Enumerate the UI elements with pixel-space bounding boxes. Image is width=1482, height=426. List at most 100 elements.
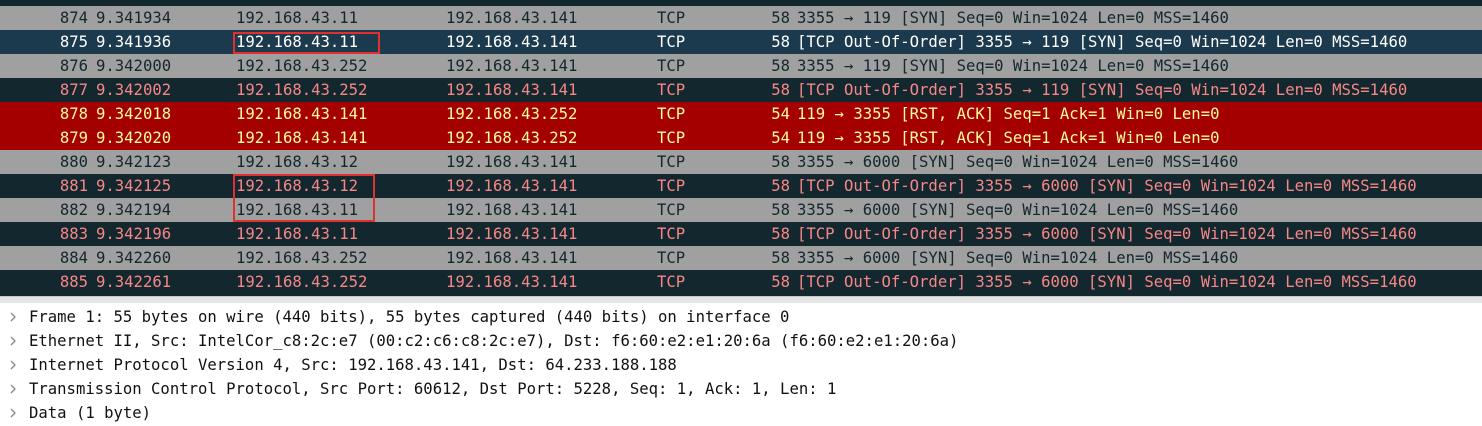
length: 58 <box>771 57 790 75</box>
source: 192.168.43.12 <box>236 153 359 171</box>
info: 3355 → 6000 [SYN] Seq=0 Win=1024 Len=0 M… <box>797 153 1239 171</box>
frame-number: 879 <box>59 129 88 147</box>
source: 192.168.43.252 <box>236 273 368 291</box>
frame-number: 880 <box>59 153 88 171</box>
destination: 192.168.43.141 <box>446 273 578 291</box>
destination: 192.168.43.141 <box>446 33 578 51</box>
protocol: TCP <box>657 201 686 219</box>
expand-arrow[interactable] <box>8 408 18 418</box>
source: 192.168.43.141 <box>236 129 368 147</box>
detail-text: Internet Protocol Version 4, Src: 192.16… <box>29 356 677 374</box>
protocol: TCP <box>657 225 686 243</box>
time: 9.342196 <box>96 225 172 243</box>
time: 9.342002 <box>96 81 172 99</box>
protocol: TCP <box>657 249 686 267</box>
packet-row[interactable]: 875 9.341936 192.168.43.11 192.168.43.141 TC… <box>0 30 1482 54</box>
time: 9.341934 <box>96 9 172 27</box>
source: 192.168.43.252 <box>236 57 368 75</box>
destination: 192.168.43.141 <box>446 249 578 267</box>
destination: 192.168.43.141 <box>446 225 578 243</box>
info: 119 → 3355 [RST, ACK] Seq=1 Ack=1 Win=0 … <box>797 105 1220 123</box>
protocol: TCP <box>657 9 686 27</box>
packet-row[interactable]: 876 9.342000 192.168.43.252 192.168.43.141 T… <box>0 54 1482 78</box>
info: 119 → 3355 [RST, ACK] Seq=1 Ack=1 Win=0 … <box>797 129 1220 147</box>
protocol: TCP <box>657 57 686 75</box>
packet-row[interactable]: 874 9.341934 192.168.43.11 192.168.43.141 TC… <box>0 6 1482 30</box>
protocol: TCP <box>657 105 686 123</box>
packet-row[interactable]: 878 9.342018 192.168.43.141 192.168.43.252 T… <box>0 102 1482 126</box>
length: 58 <box>771 81 790 99</box>
expand-arrow[interactable] <box>8 384 18 394</box>
time: 9.342125 <box>96 177 172 195</box>
length: 54 <box>771 105 790 123</box>
info: 3355 → 6000 [SYN] Seq=0 Win=1024 Len=0 M… <box>797 201 1239 219</box>
frame-number: 884 <box>59 249 88 267</box>
packet-details: Frame 1: 55 bytes on wire (440 bits), 55… <box>0 303 1482 426</box>
frame-number: 877 <box>59 81 88 99</box>
frame-number: 875 <box>59 33 88 51</box>
frame-number: 874 <box>59 9 88 27</box>
destination: 192.168.43.141 <box>446 9 578 27</box>
info: [TCP Out-Of-Order] 3355 → 119 [SYN] Seq=… <box>797 33 1408 51</box>
source: 192.168.43.11 <box>236 201 359 219</box>
frame-number: 885 <box>59 273 88 291</box>
length: 58 <box>771 177 790 195</box>
expand-arrow[interactable] <box>8 360 18 370</box>
length: 54 <box>771 129 790 147</box>
source: 192.168.43.252 <box>236 81 368 99</box>
length: 58 <box>771 153 790 171</box>
packet-row[interactable]: 882 9.342194 192.168.43.11 192.168.43.141 TC… <box>0 198 1482 222</box>
protocol: TCP <box>657 81 686 99</box>
destination: 192.168.43.141 <box>446 57 578 75</box>
info: 3355 → 6000 [SYN] Seq=0 Win=1024 Len=0 M… <box>797 249 1239 267</box>
packet-row[interactable]: 881 9.342125 192.168.43.12 192.168.43.141 TC… <box>0 174 1482 198</box>
detail-line[interactable]: Frame 1: 55 bytes on wire (440 bits), 55… <box>0 305 1482 329</box>
frame-number: 878 <box>59 105 88 123</box>
detail-line[interactable]: Ethernet II, Src: IntelCor_c8:2c:e7 (00:… <box>0 329 1482 353</box>
destination: 192.168.43.141 <box>446 201 578 219</box>
packet-row[interactable]: 885 9.342261 192.168.43.252 192.168.43.141 T… <box>0 270 1482 294</box>
destination: 192.168.43.141 <box>446 177 578 195</box>
time: 9.342261 <box>96 273 172 291</box>
info: [TCP Out-Of-Order] 3355 → 6000 [SYN] Seq… <box>797 177 1417 195</box>
frame-number: 882 <box>59 201 88 219</box>
frame-number: 881 <box>59 177 88 195</box>
packet-row[interactable]: 879 9.342020 192.168.43.141 192.168.43.252 T… <box>0 126 1482 150</box>
protocol: TCP <box>657 129 686 147</box>
detail-text: Transmission Control Protocol, Src Port:… <box>29 380 837 398</box>
source: 192.168.43.11 <box>236 225 359 243</box>
info: 3355 → 119 [SYN] Seq=0 Win=1024 Len=0 MS… <box>797 57 1229 75</box>
time: 9.342000 <box>96 57 172 75</box>
expand-arrow[interactable] <box>8 312 18 322</box>
packet-row[interactable]: 883 9.342196 192.168.43.11 192.168.43.141 TC… <box>0 222 1482 246</box>
expand-arrow[interactable] <box>8 336 18 346</box>
destination: 192.168.43.141 <box>446 81 578 99</box>
detail-text: Data (1 byte) <box>29 404 152 422</box>
detail-line[interactable]: Transmission Control Protocol, Src Port:… <box>0 377 1482 401</box>
source: 192.168.43.141 <box>236 105 368 123</box>
destination: 192.168.43.141 <box>446 153 578 171</box>
source: 192.168.43.11 <box>236 33 359 51</box>
info: [TCP Out-Of-Order] 3355 → 119 [SYN] Seq=… <box>797 81 1408 99</box>
destination: 192.168.43.252 <box>446 105 578 123</box>
time: 9.342123 <box>96 153 172 171</box>
length: 58 <box>771 33 790 51</box>
source: 192.168.43.12 <box>236 177 359 195</box>
packet-row[interactable]: 880 9.342123 192.168.43.12 192.168.43.141 TC… <box>0 150 1482 174</box>
detail-line[interactable]: Internet Protocol Version 4, Src: 192.16… <box>0 353 1482 377</box>
detail-line[interactable]: Data (1 byte) <box>0 401 1482 425</box>
packet-list: 874 9.341934 192.168.43.11 192.168.43.141 TC… <box>0 0 1482 296</box>
length: 58 <box>771 225 790 243</box>
detail-text: Frame 1: 55 bytes on wire (440 bits), 55… <box>29 308 790 326</box>
packet-row[interactable]: 877 9.342002 192.168.43.252 192.168.43.141 T… <box>0 78 1482 102</box>
frame-number: 883 <box>59 225 88 243</box>
packet-row[interactable]: 884 9.342260 192.168.43.252 192.168.43.141 T… <box>0 246 1482 270</box>
length: 58 <box>771 249 790 267</box>
destination: 192.168.43.252 <box>446 129 578 147</box>
protocol: TCP <box>657 177 686 195</box>
protocol: TCP <box>657 273 686 291</box>
protocol: TCP <box>657 33 686 51</box>
time: 9.342194 <box>96 201 172 219</box>
time: 9.342260 <box>96 249 172 267</box>
